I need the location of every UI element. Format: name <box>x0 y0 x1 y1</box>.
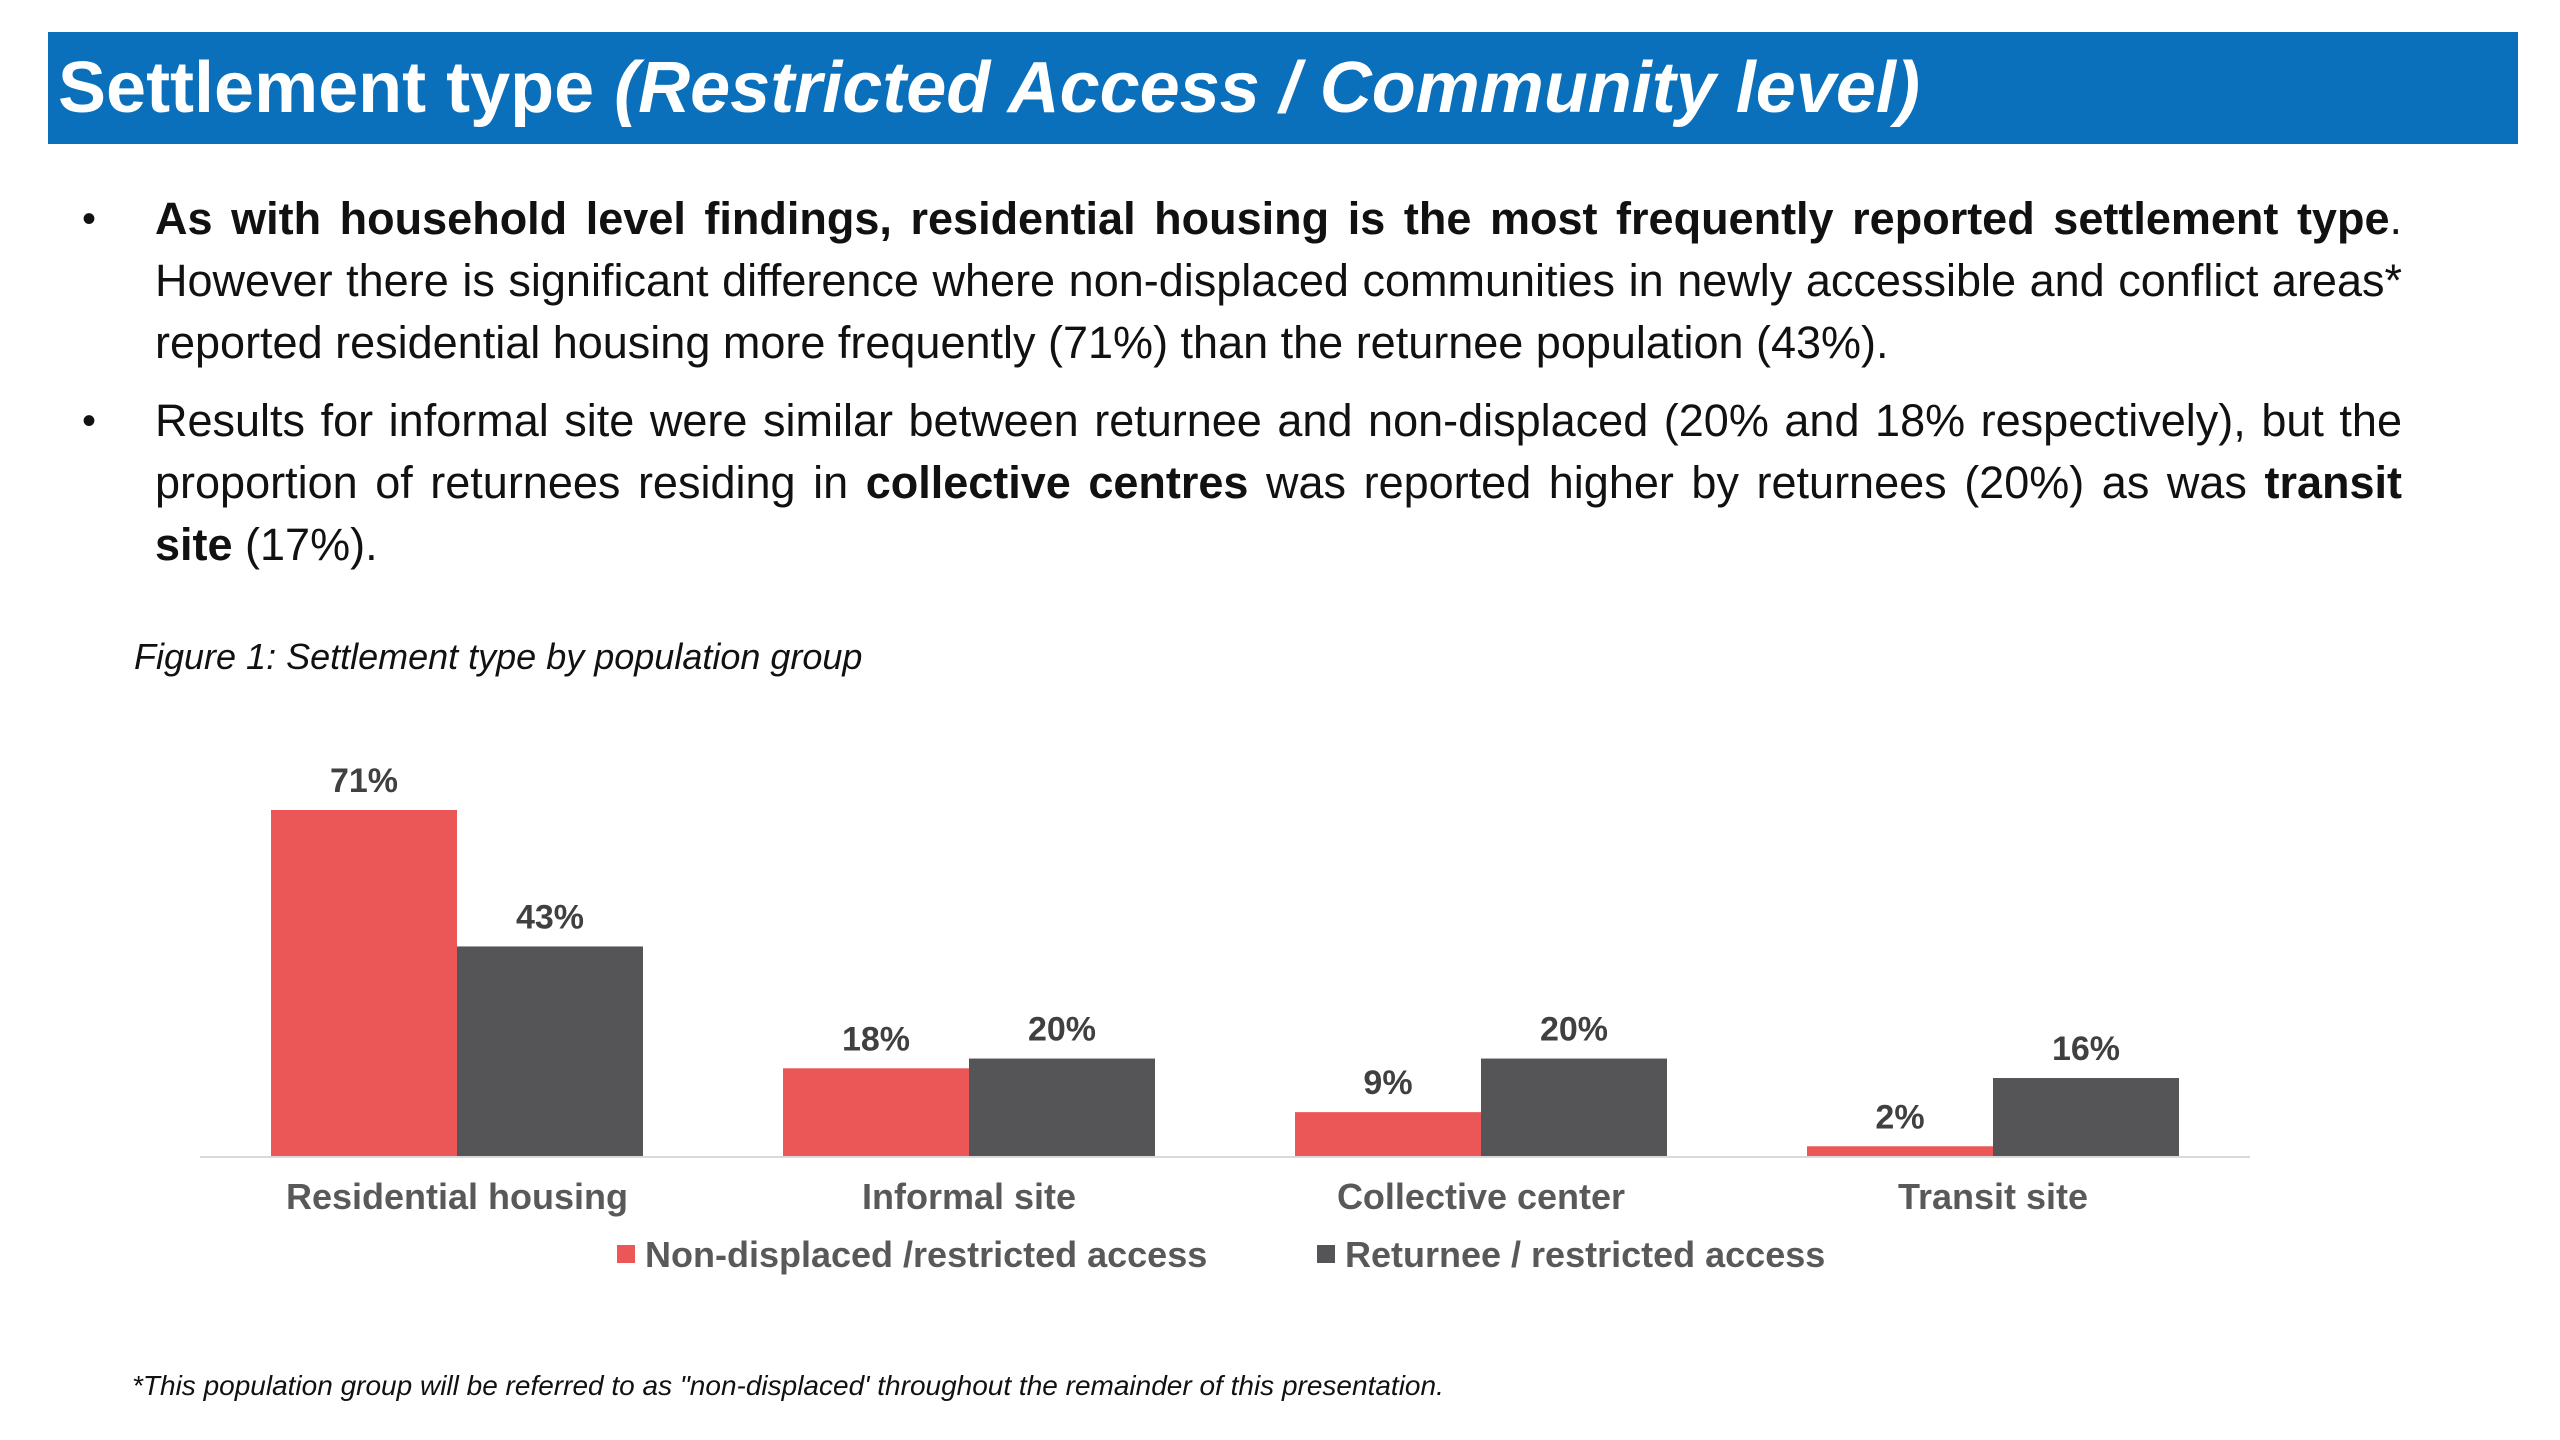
bar-non-displaced-restricted-access-collective-center <box>1295 1112 1481 1156</box>
data-label-non-displaced-restricted-access-informal-site: 18% <box>842 1020 910 1058</box>
page-title: Settlement type (Restricted Access / Com… <box>58 32 1920 144</box>
bar-returnee-restricted-access-transit-site <box>1993 1078 2179 1156</box>
data-label-returnee-restricted-access-collective-center: 20% <box>1540 1011 1608 1049</box>
x-tick-label-residential-housing: Residential housing <box>286 1176 628 1217</box>
finding-2-text-3: (17%). <box>232 519 378 570</box>
data-label-non-displaced-restricted-access-residential-housing: 71% <box>330 762 398 800</box>
footnote: *This population group will be referred … <box>132 1370 1444 1401</box>
finding-2-bold-1: collective centres <box>865 457 1249 508</box>
legend-label-returnee-restricted-access: Returnee / restricted access <box>1345 1234 1825 1275</box>
bullet-icon: • <box>82 197 97 241</box>
bar-non-displaced-restricted-access-residential-housing <box>271 810 457 1156</box>
data-label-non-displaced-restricted-access-collective-center: 9% <box>1363 1064 1412 1102</box>
title-subtitle: (Restricted Access / Community level) <box>614 48 1920 128</box>
bar-returnee-restricted-access-informal-site <box>969 1058 1155 1156</box>
finding-2-text-2: was reported higher by returnees (20%) a… <box>1248 457 2265 508</box>
data-label-returnee-restricted-access-informal-site: 20% <box>1028 1011 1096 1049</box>
data-label-returnee-restricted-access-transit-site: 16% <box>2052 1030 2120 1068</box>
bar-non-displaced-restricted-access-informal-site <box>783 1068 969 1156</box>
legend-label-non-displaced-restricted-access: Non-displaced /restricted access <box>645 1234 1207 1275</box>
legend-swatch-non-displaced-restricted-access <box>617 1245 635 1263</box>
bar-returnee-restricted-access-residential-housing <box>457 946 643 1156</box>
finding-2-bold-2: transit site <box>155 457 2402 570</box>
finding-1-text: . However there is significant differenc… <box>155 193 2402 368</box>
figure-caption: Figure 1: Settlement type by population … <box>134 636 863 677</box>
x-tick-label-collective-center: Collective center <box>1337 1176 1625 1217</box>
settlement-bar-chart: 71% 43% Residential housing 18% 20% Informal … <box>200 762 2250 1275</box>
data-label-returnee-restricted-access-residential-housing: 43% <box>516 898 584 936</box>
legend-swatch-returnee-restricted-access <box>1317 1245 1335 1263</box>
x-tick-label-transit-site: Transit site <box>1898 1176 2088 1217</box>
finding-2-text-1: Results for informal site were similar b… <box>155 395 2402 508</box>
title-bar: Settlement type (Restricted Access / Com… <box>48 32 2518 144</box>
bar-non-displaced-restricted-access-transit-site <box>1807 1146 1993 1156</box>
finding-item-1: • As with household level findings, resi… <box>80 188 2402 374</box>
bullet-icon: • <box>82 399 97 443</box>
bar-returnee-restricted-access-collective-center <box>1481 1058 1667 1156</box>
findings-list: • As with household level findings, resi… <box>80 188 2402 592</box>
finding-1-bold: As with household level findings, reside… <box>155 193 2390 244</box>
title-main: Settlement type <box>58 48 615 128</box>
finding-item-2: • Results for informal site were similar… <box>80 390 2402 576</box>
x-tick-label-informal-site: Informal site <box>862 1176 1076 1217</box>
data-label-non-displaced-restricted-access-transit-site: 2% <box>1875 1098 1924 1136</box>
